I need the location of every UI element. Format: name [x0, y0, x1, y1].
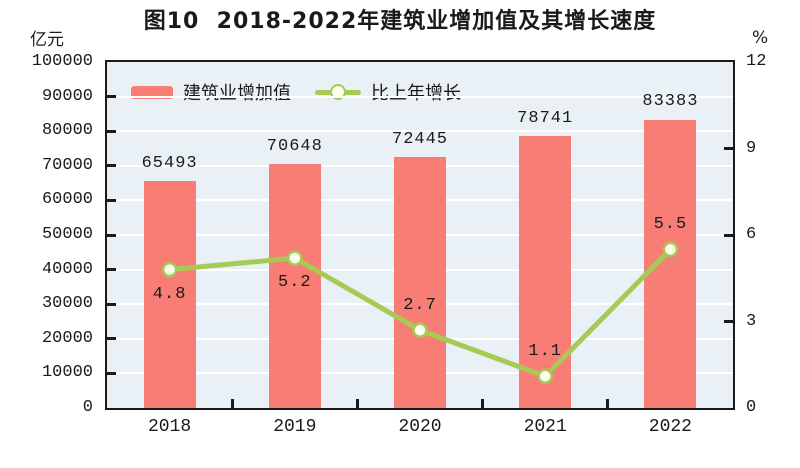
x-axis-tick	[355, 399, 359, 408]
line-marker-icon	[537, 368, 553, 385]
y-axis-label-left: 0	[82, 398, 93, 417]
left-axis-tick	[107, 164, 116, 168]
y-axis-label-left: 60000	[41, 190, 93, 210]
x-axis-tick	[481, 399, 485, 408]
left-axis-tick	[107, 129, 116, 133]
y-axis-label-left: 50000	[41, 225, 93, 244]
y-axis-label-left: 100000	[31, 52, 93, 71]
left-axis-tick	[107, 198, 116, 202]
left-axis-tick	[107, 95, 116, 99]
x-axis-tick	[606, 399, 610, 408]
left-axis-tick	[107, 371, 116, 375]
line-value-label: 5.2	[277, 273, 312, 293]
y-axis-label-left: 40000	[41, 259, 93, 279]
bar-value-label: 72445	[391, 130, 449, 150]
y-axis-label-left: 30000	[41, 294, 93, 314]
line-value-label: 2.7	[403, 296, 437, 316]
gridline	[107, 95, 733, 98]
y-axis-label-left: 20000	[41, 328, 93, 348]
line-marker-icon	[287, 250, 303, 266]
x-axis-label: 2021	[523, 417, 567, 437]
x-axis-label: 2020	[398, 417, 442, 437]
growth-line-layer	[161, 241, 679, 385]
chart-title: 图10 2018-2022年建筑业增加值及其增长速度	[143, 9, 657, 34]
right-axis-tick	[724, 320, 733, 323]
bar-value-label: 65493	[141, 154, 198, 174]
y-axis-label-left: 70000	[41, 155, 93, 175]
y-axis-label-left: 10000	[41, 363, 93, 383]
y-axis-label-right: 0	[746, 398, 757, 417]
bar-value-label: 70648	[266, 136, 323, 156]
line-value-label: 1.1	[528, 342, 562, 362]
bar-2019	[268, 163, 321, 408]
left-axis-tick	[107, 233, 116, 237]
left-axis-tick	[107, 268, 116, 272]
line-marker-icon	[161, 261, 178, 278]
x-axis-tick	[230, 399, 234, 408]
line-value-label: 4.8	[152, 284, 187, 304]
x-axis-label: 2018	[147, 417, 192, 437]
y-axis-label-right: 12	[746, 52, 767, 71]
right-axis-unit: %	[752, 28, 769, 48]
bar-2018	[143, 181, 196, 408]
gridline	[107, 130, 733, 133]
bar-value-label: 83383	[642, 92, 699, 112]
y-axis-label-left: 90000	[41, 86, 93, 106]
bar-2021	[519, 135, 572, 408]
line-marker-icon	[662, 241, 679, 258]
legend-bar-label: 建筑业增加值	[183, 83, 291, 104]
x-axis-label: 2019	[273, 417, 317, 437]
right-axis-tick	[724, 233, 733, 237]
left-axis-unit: 亿元	[30, 30, 64, 50]
left-axis-tick	[107, 337, 116, 341]
line-marker-icon	[412, 322, 428, 338]
y-axis-label-right: 9	[746, 138, 757, 158]
left-axis-tick	[107, 302, 116, 306]
y-axis-label-right: 3	[746, 311, 757, 331]
y-axis-label-left: 80000	[41, 121, 93, 141]
plot-area: 建筑业增加值 比上年增长 65493 70648 72445 78741 83383 4.…	[105, 60, 735, 410]
right-axis-tick	[724, 147, 733, 150]
legend-line-label: 比上年增长	[371, 83, 461, 104]
y-axis-label-right: 6	[746, 225, 757, 244]
x-axis-label: 2022	[648, 417, 692, 437]
line-value-label: 5.5	[653, 215, 688, 235]
legend-bar-swatch-icon	[131, 85, 173, 99]
bar-2020	[394, 157, 446, 408]
bar-value-label: 78741	[517, 108, 574, 128]
